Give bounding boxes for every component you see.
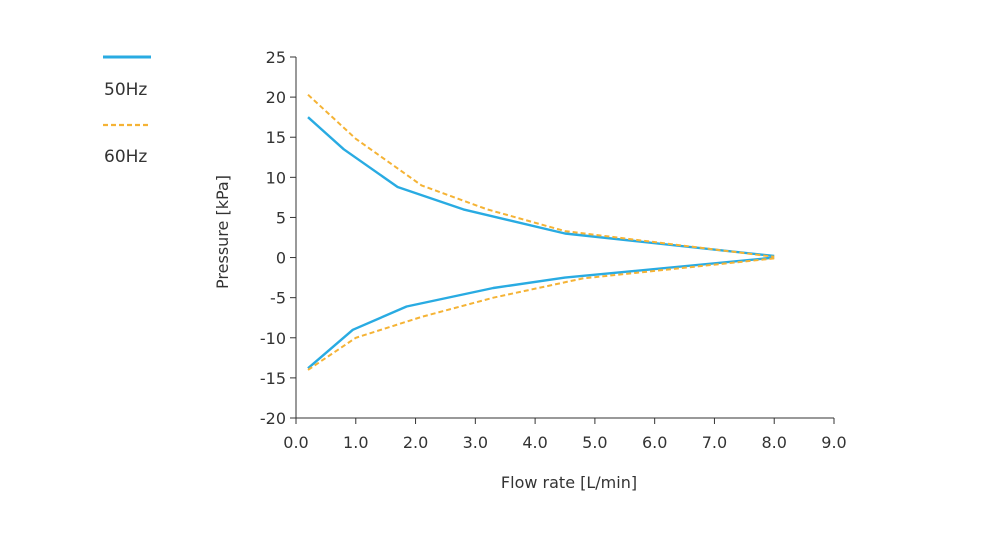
x-tick-label: 4.0 — [522, 433, 547, 452]
y-tick-label: -5 — [270, 289, 286, 308]
y-tick-label: 5 — [276, 208, 286, 227]
y-tick-label: 10 — [266, 168, 286, 187]
y-axis-title: Pressure [kPa] — [213, 175, 232, 289]
x-axis-title: Flow rate [L/min] — [501, 473, 637, 492]
x-tick-label: 6.0 — [642, 433, 667, 452]
legend: 50Hz 60Hz — [103, 55, 151, 167]
series-line-60hz-lower — [307, 257, 775, 371]
y-tick-label: -15 — [260, 369, 286, 388]
x-tick-label: 2.0 — [403, 433, 428, 452]
series-line-50hz-upper — [307, 116, 775, 258]
legend-label-60hz: 60Hz — [104, 147, 147, 167]
series-layer — [307, 93, 775, 371]
y-tick-label: -20 — [260, 409, 286, 428]
x-tick-label: 8.0 — [761, 433, 786, 452]
x-tick-label: 7.0 — [702, 433, 727, 452]
series-line-50hz-lower — [307, 256, 775, 370]
x-tick-label: 0.0 — [283, 433, 308, 452]
y-ticks: 25 20 15 10 5 0 -5 -10 -15 -20 — [260, 48, 296, 428]
y-tick-label: 25 — [266, 48, 286, 67]
x-tick-label: 9.0 — [821, 433, 846, 452]
x-tick-label: 5.0 — [582, 433, 607, 452]
series-line-60hz-upper — [307, 93, 775, 258]
legend-label-50hz: 50Hz — [104, 80, 147, 100]
x-ticks: 0.0 1.0 2.0 3.0 4.0 5.0 6.0 7.0 8.0 9.0 — [283, 418, 847, 452]
x-tick-label: 3.0 — [463, 433, 488, 452]
y-tick-label: 20 — [266, 88, 286, 107]
y-tick-label: 0 — [276, 249, 286, 268]
y-tick-label: -10 — [260, 329, 286, 348]
axes — [295, 57, 834, 419]
x-tick-label: 1.0 — [343, 433, 368, 452]
y-tick-label: 15 — [266, 128, 286, 147]
